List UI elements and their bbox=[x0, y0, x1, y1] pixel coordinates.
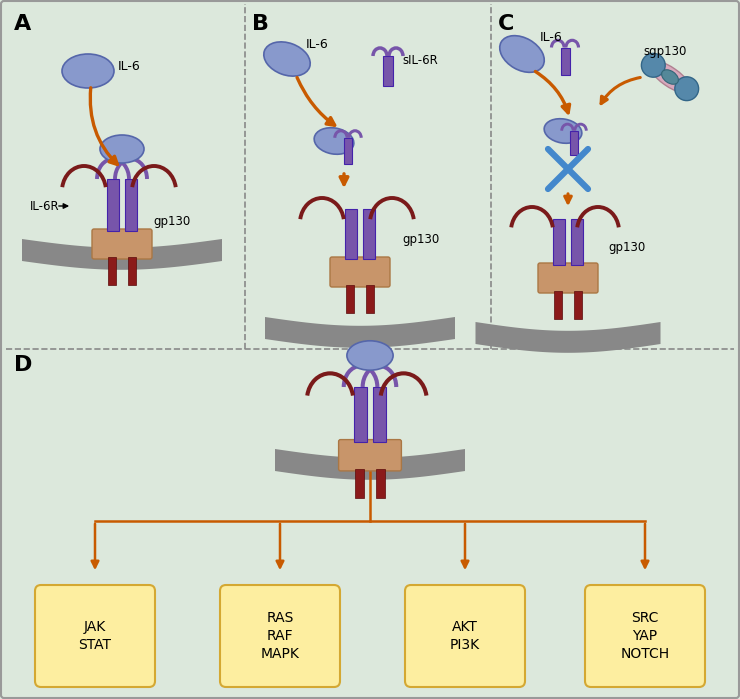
Ellipse shape bbox=[648, 61, 692, 94]
Ellipse shape bbox=[263, 42, 310, 76]
Polygon shape bbox=[275, 449, 465, 480]
Text: sIL-6R: sIL-6R bbox=[402, 55, 438, 68]
Text: IL-6: IL-6 bbox=[118, 59, 141, 73]
Bar bbox=[355, 469, 363, 498]
Bar bbox=[570, 131, 578, 155]
Text: C: C bbox=[498, 14, 514, 34]
Ellipse shape bbox=[662, 70, 679, 85]
Bar bbox=[373, 387, 386, 442]
Bar bbox=[571, 219, 583, 265]
Bar bbox=[128, 257, 136, 285]
Polygon shape bbox=[265, 317, 455, 348]
Bar bbox=[125, 179, 137, 231]
Text: IL-6: IL-6 bbox=[306, 38, 329, 51]
Bar bbox=[343, 138, 352, 164]
Text: D: D bbox=[14, 355, 33, 375]
Text: JAK
STAT: JAK STAT bbox=[78, 620, 112, 652]
Text: SRC
YAP
NOTCH: SRC YAP NOTCH bbox=[620, 611, 670, 661]
Bar bbox=[363, 209, 375, 259]
Bar bbox=[553, 219, 565, 265]
Bar bbox=[108, 257, 116, 285]
Text: IL-6: IL-6 bbox=[540, 31, 562, 44]
Text: gp130: gp130 bbox=[402, 233, 440, 245]
Ellipse shape bbox=[500, 36, 545, 72]
Text: B: B bbox=[252, 14, 269, 34]
FancyBboxPatch shape bbox=[92, 229, 152, 259]
Text: A: A bbox=[14, 14, 31, 34]
Polygon shape bbox=[476, 322, 661, 353]
Bar bbox=[107, 179, 119, 231]
Bar bbox=[354, 387, 367, 442]
FancyBboxPatch shape bbox=[405, 585, 525, 687]
Text: sgp130: sgp130 bbox=[643, 45, 687, 57]
Bar bbox=[574, 291, 582, 319]
FancyBboxPatch shape bbox=[35, 585, 155, 687]
Circle shape bbox=[675, 77, 699, 101]
FancyBboxPatch shape bbox=[585, 585, 705, 687]
Ellipse shape bbox=[347, 341, 393, 370]
Polygon shape bbox=[22, 239, 222, 270]
Bar bbox=[560, 48, 570, 75]
Text: RAS
RAF
MAPK: RAS RAF MAPK bbox=[260, 611, 300, 661]
Ellipse shape bbox=[314, 128, 354, 154]
FancyBboxPatch shape bbox=[220, 585, 340, 687]
Bar bbox=[346, 285, 354, 313]
Text: AKT
PI3K: AKT PI3K bbox=[450, 620, 480, 652]
Text: gp130: gp130 bbox=[153, 215, 190, 227]
Ellipse shape bbox=[62, 54, 114, 88]
Bar bbox=[366, 285, 374, 313]
FancyBboxPatch shape bbox=[538, 263, 598, 293]
Ellipse shape bbox=[100, 135, 144, 163]
FancyBboxPatch shape bbox=[339, 440, 401, 471]
Bar bbox=[345, 209, 357, 259]
Text: gp130: gp130 bbox=[608, 240, 645, 254]
Bar bbox=[383, 56, 393, 86]
Bar bbox=[377, 469, 385, 498]
Bar bbox=[554, 291, 562, 319]
Circle shape bbox=[642, 53, 665, 77]
Text: IL-6R: IL-6R bbox=[30, 199, 60, 212]
FancyBboxPatch shape bbox=[330, 257, 390, 287]
Ellipse shape bbox=[544, 119, 582, 143]
